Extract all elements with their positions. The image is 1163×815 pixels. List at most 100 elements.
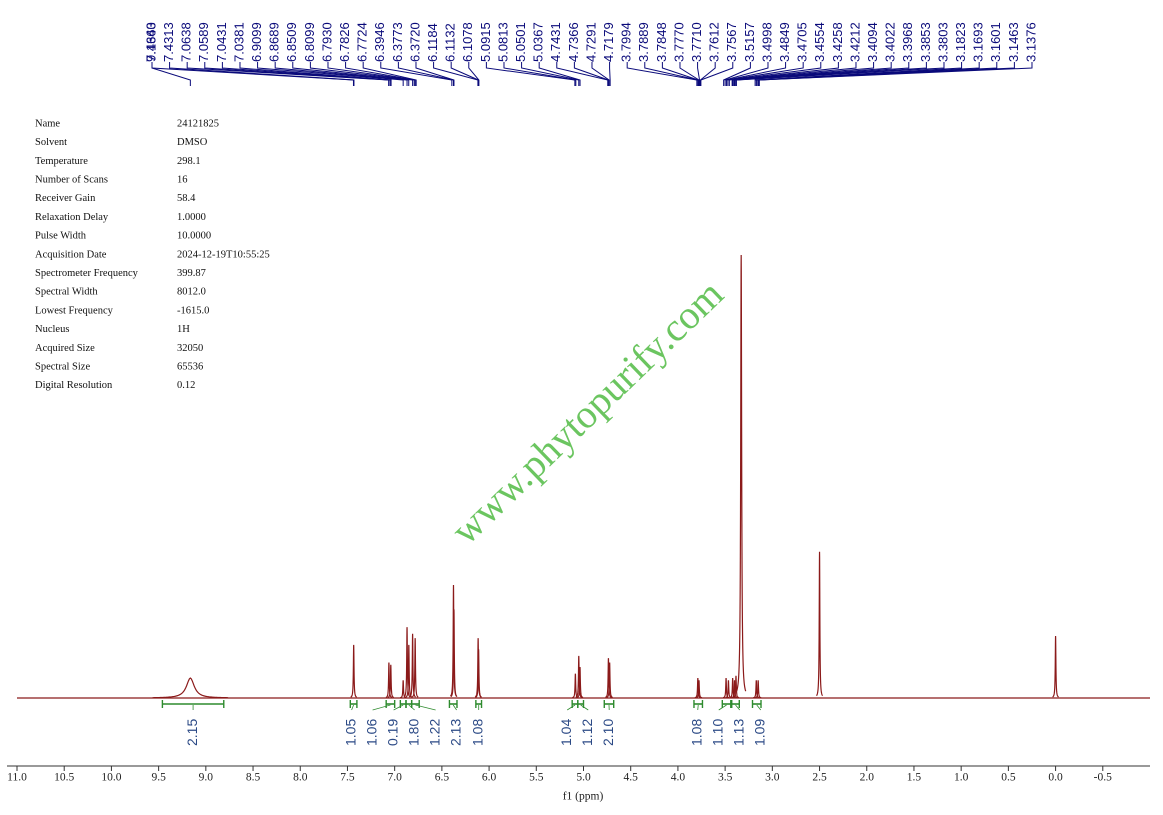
peak-connector — [538, 62, 581, 86]
peak-label: 3.7889 — [636, 22, 651, 62]
peak — [694, 678, 701, 699]
peak-label: 3.4258 — [830, 22, 845, 62]
peak-label: 3.4849 — [777, 22, 792, 62]
x-tick-label: 8.5 — [246, 772, 261, 784]
peak — [385, 662, 393, 699]
peak-label: 7.0431 — [214, 22, 229, 62]
peak — [753, 680, 760, 699]
peak-connector — [573, 62, 609, 86]
peak — [409, 633, 416, 698]
param-value: 0.12 — [177, 380, 195, 391]
param-name: Number of Scans — [35, 175, 108, 186]
integral-leader — [393, 704, 404, 711]
integral-leader — [372, 704, 391, 711]
peak-connector — [626, 62, 698, 86]
param-value: 58.4 — [177, 193, 196, 204]
param-name: Acquired Size — [35, 343, 95, 354]
peak-connector — [661, 62, 699, 86]
peak-connector — [503, 62, 577, 86]
peak-label: 3.7710 — [689, 22, 704, 62]
x-tick-label: 3.0 — [765, 772, 780, 784]
peak — [736, 254, 747, 692]
peak-label: 3.7994 — [619, 22, 634, 62]
x-tick-label: 4.0 — [671, 772, 686, 784]
peak-label: 6.3720 — [407, 22, 422, 62]
peak — [606, 662, 613, 699]
peak-connector — [754, 62, 963, 86]
peak-label: 3.3968 — [900, 22, 915, 62]
peak-connector — [345, 62, 416, 86]
peak-label: 3.1376 — [1023, 22, 1038, 62]
peak-label: 4.7179 — [601, 22, 616, 62]
param-value: 32050 — [177, 343, 203, 354]
x-tick-label: 9.0 — [199, 772, 214, 784]
param-value: 8012.0 — [177, 287, 206, 298]
x-tick-label: 10.0 — [101, 772, 121, 784]
x-tick-label: 5.5 — [529, 772, 544, 784]
peak — [755, 680, 762, 699]
peak — [722, 678, 730, 699]
peak-label: 9.1640 — [143, 22, 158, 62]
param-value: 10.0000 — [177, 231, 211, 242]
peak-connector — [397, 62, 454, 86]
peak — [731, 680, 738, 699]
peak-label: 3.1823 — [953, 22, 968, 62]
peak-connector — [727, 62, 804, 86]
peak-connector — [679, 62, 700, 86]
peak-label: 3.1693 — [971, 22, 986, 62]
integral-leader — [580, 704, 589, 711]
peak-label: 6.3773 — [390, 22, 405, 62]
integral-label: 1.08 — [469, 719, 485, 746]
peak-label: 6.1184 — [425, 23, 440, 62]
param-name: Solvent — [35, 137, 67, 148]
peak-connector — [758, 62, 1033, 86]
peak-connector — [728, 62, 822, 86]
x-tick-label: 6.0 — [482, 772, 497, 784]
peak-label: 5.0501 — [513, 22, 528, 62]
param-value: 399.87 — [177, 268, 206, 279]
peak-label: 4.7291 — [583, 22, 598, 62]
peak-label: 7.0589 — [196, 22, 211, 62]
peak-connector — [735, 62, 945, 86]
peak-connector — [327, 62, 415, 86]
peak-label: 6.8689 — [267, 22, 282, 62]
integral-leader — [718, 704, 727, 711]
peak — [350, 644, 358, 698]
integral-label: 1.22 — [426, 719, 442, 746]
x-tick-label: -0.5 — [1094, 772, 1112, 784]
integral-label: 1.09 — [751, 719, 767, 746]
param-name: Lowest Frequency — [35, 305, 114, 316]
peak-connector — [556, 62, 609, 86]
integral-label: 1.05 — [342, 719, 358, 746]
peak-connector — [292, 62, 410, 86]
peak-label: 3.1463 — [1006, 22, 1021, 62]
integral-leader — [756, 704, 762, 711]
peak-connector — [724, 62, 769, 86]
peak-label: 6.8099 — [302, 22, 317, 62]
integral-label: 2.13 — [447, 719, 463, 746]
peak — [411, 638, 419, 698]
peak-label: 3.7567 — [724, 22, 739, 62]
peak — [695, 680, 703, 699]
peak — [403, 627, 411, 698]
peak-connector — [415, 62, 455, 86]
x-tick-label: 6.5 — [435, 772, 450, 784]
x-tick-label: 2.0 — [860, 772, 875, 784]
integral-label: 1.08 — [688, 719, 704, 746]
param-name: Name — [35, 118, 60, 129]
integral-leader — [415, 704, 436, 711]
peak-label: 3.7612 — [707, 22, 722, 62]
peak — [475, 649, 482, 698]
x-tick-label: 0.0 — [1048, 772, 1063, 784]
peak-connector — [723, 62, 751, 86]
param-value: 65536 — [177, 362, 203, 373]
peak-connector — [468, 62, 480, 86]
peak — [399, 680, 407, 699]
param-name: Receiver Gain — [35, 193, 96, 204]
peak-connector — [239, 62, 392, 86]
peak-label: 7.4313 — [161, 22, 176, 62]
peak-label: 6.1132 — [443, 23, 458, 62]
peak-label: 3.4212 — [847, 22, 862, 62]
